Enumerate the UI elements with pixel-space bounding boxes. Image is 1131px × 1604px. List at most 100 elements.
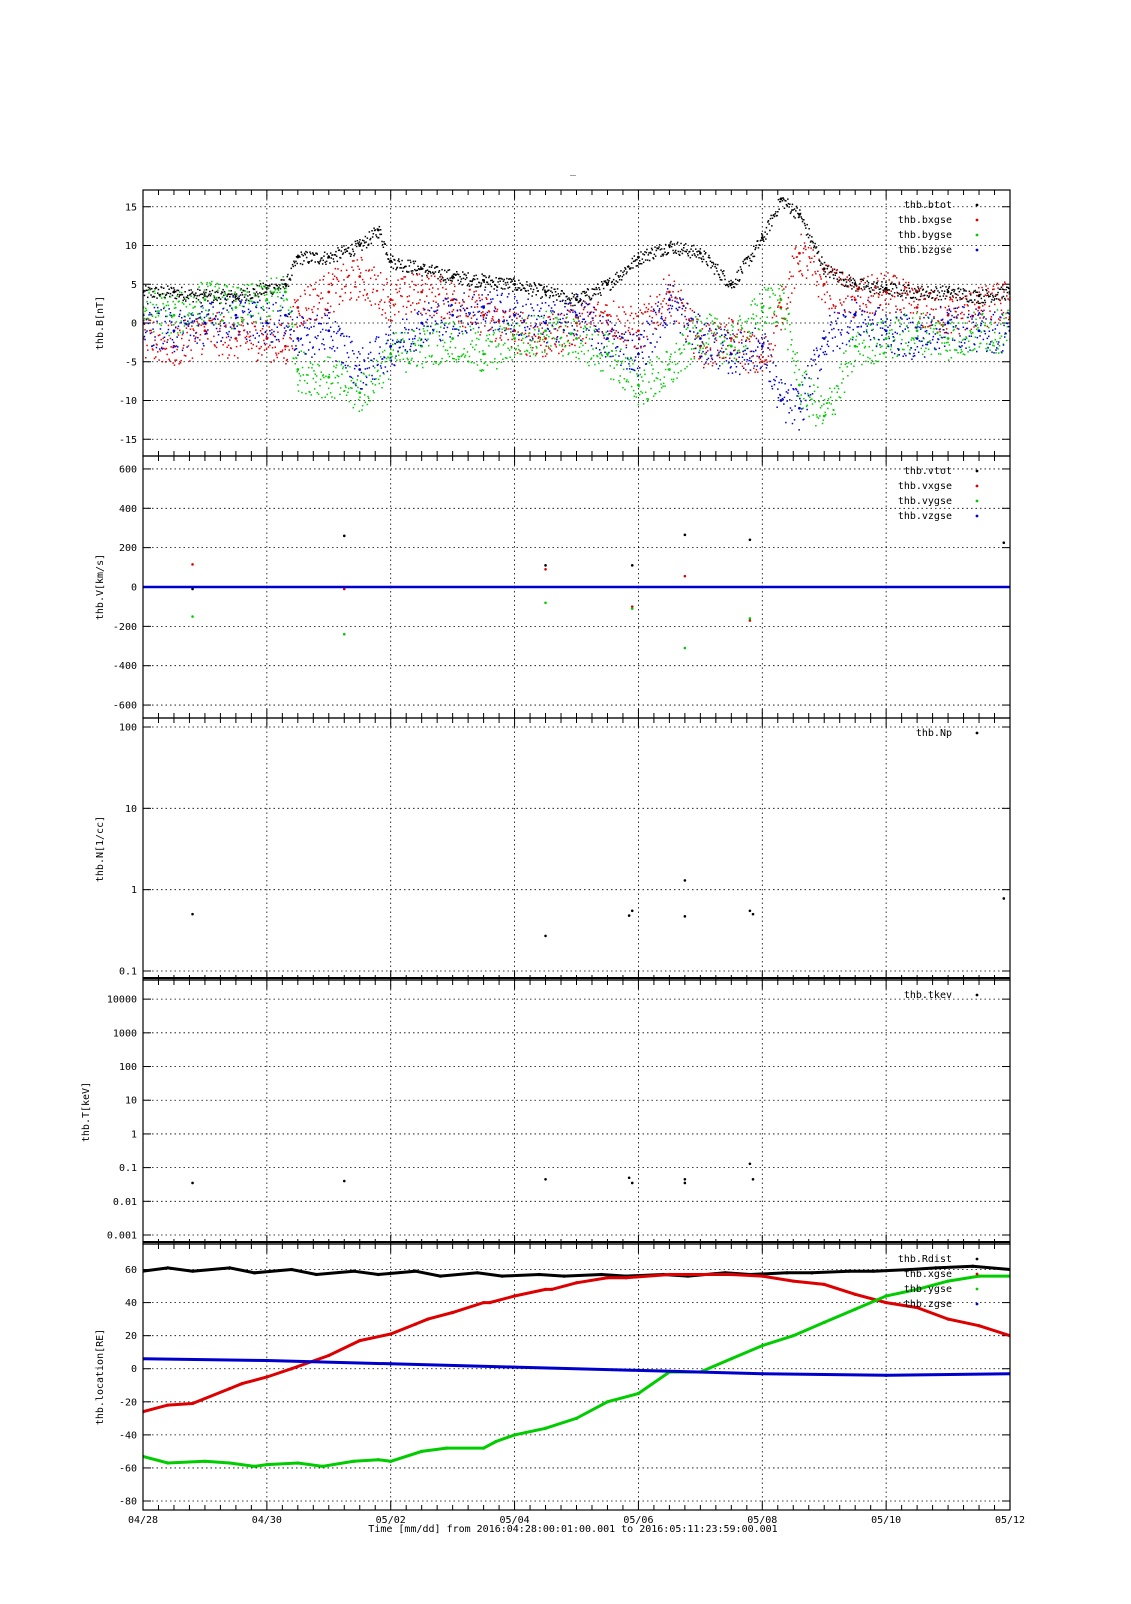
data-dot	[302, 344, 304, 346]
data-dot	[193, 330, 195, 332]
data-dot	[172, 347, 174, 349]
y-tick-label: -15	[119, 435, 137, 446]
data-dot	[339, 329, 341, 331]
data-dot	[796, 379, 798, 381]
data-dot	[299, 325, 301, 327]
data-dot	[754, 303, 756, 305]
data-dot	[929, 295, 931, 297]
data-dot	[740, 325, 742, 327]
data-dot	[361, 257, 363, 259]
data-dot	[496, 290, 498, 292]
data-dot	[294, 299, 296, 301]
data-dot	[307, 286, 309, 288]
data-dot	[991, 340, 993, 342]
data-dot	[240, 345, 242, 347]
data-dot	[410, 351, 412, 353]
data-dot	[441, 361, 443, 363]
data-dot	[197, 318, 199, 320]
data-dot	[784, 208, 786, 210]
data-dot	[574, 311, 576, 313]
data-dot	[535, 336, 537, 338]
data-dot	[552, 310, 554, 312]
data-dot	[993, 345, 995, 347]
data-dot	[604, 334, 606, 336]
data-dot	[427, 319, 429, 321]
data-dot	[684, 325, 686, 327]
data-dot	[1001, 335, 1003, 337]
data-dot	[636, 265, 638, 267]
data-dot	[846, 281, 848, 283]
data-dot	[647, 259, 649, 261]
data-dot	[622, 337, 624, 339]
data-dot	[569, 345, 571, 347]
data-dot	[478, 294, 480, 296]
data-dot	[440, 340, 442, 342]
data-dot	[461, 320, 463, 322]
data-dot	[978, 287, 980, 289]
data-point	[296, 306, 299, 309]
data-dot	[244, 284, 246, 286]
data-dot	[884, 275, 886, 277]
data-dot	[580, 315, 582, 317]
data-dot	[839, 299, 841, 301]
data-dot	[687, 327, 689, 329]
data-dot	[328, 312, 330, 314]
data-dot	[593, 312, 595, 314]
data-dot	[399, 288, 401, 290]
data-dot	[687, 335, 689, 337]
data-dot	[221, 320, 223, 322]
data-dot	[200, 306, 202, 308]
data-dot	[607, 331, 609, 333]
data-dot	[439, 293, 441, 295]
data-dot	[345, 252, 347, 254]
data-dot	[423, 325, 425, 327]
data-dot	[622, 333, 624, 335]
data-dot	[628, 340, 630, 342]
data-dot	[557, 330, 559, 332]
data-dot	[710, 347, 712, 349]
data-dot	[383, 289, 385, 291]
data-dot	[178, 301, 180, 303]
data-dot	[154, 340, 156, 342]
data-dot	[571, 298, 573, 300]
data-dot	[407, 332, 409, 334]
data-dot	[425, 362, 427, 364]
data-dot	[546, 334, 548, 336]
data-dot	[641, 334, 643, 336]
data-dot	[730, 345, 732, 347]
data-dot	[999, 345, 1001, 347]
data-dot	[249, 331, 251, 333]
data-dot	[194, 306, 196, 308]
data-dot	[438, 364, 440, 366]
data-dot	[740, 319, 742, 321]
data-point	[798, 407, 801, 410]
data-dot	[935, 299, 937, 301]
data-dot	[184, 355, 186, 357]
data-dot	[562, 290, 564, 292]
data-dot	[586, 324, 588, 326]
data-dot	[840, 397, 842, 399]
data-dot	[350, 256, 352, 258]
data-dot	[515, 313, 517, 315]
data-dot	[222, 344, 224, 346]
data-dot	[582, 321, 584, 323]
data-dot	[235, 298, 237, 300]
data-dot	[703, 259, 705, 261]
data-dot	[347, 250, 349, 252]
data-dot	[421, 314, 423, 316]
data-dot	[164, 337, 166, 339]
data-dot	[502, 359, 504, 361]
data-dot	[579, 347, 581, 349]
data-dot	[467, 285, 469, 287]
data-dot	[620, 375, 622, 377]
data-dot	[378, 304, 380, 306]
data-dot	[265, 284, 267, 286]
data-dot	[931, 308, 933, 310]
data-dot	[545, 355, 547, 357]
data-dot	[204, 295, 206, 297]
data-dot	[308, 308, 310, 310]
data-dot	[877, 343, 879, 345]
data-dot	[441, 322, 443, 324]
data-dot	[230, 317, 232, 319]
data-dot	[445, 279, 447, 281]
